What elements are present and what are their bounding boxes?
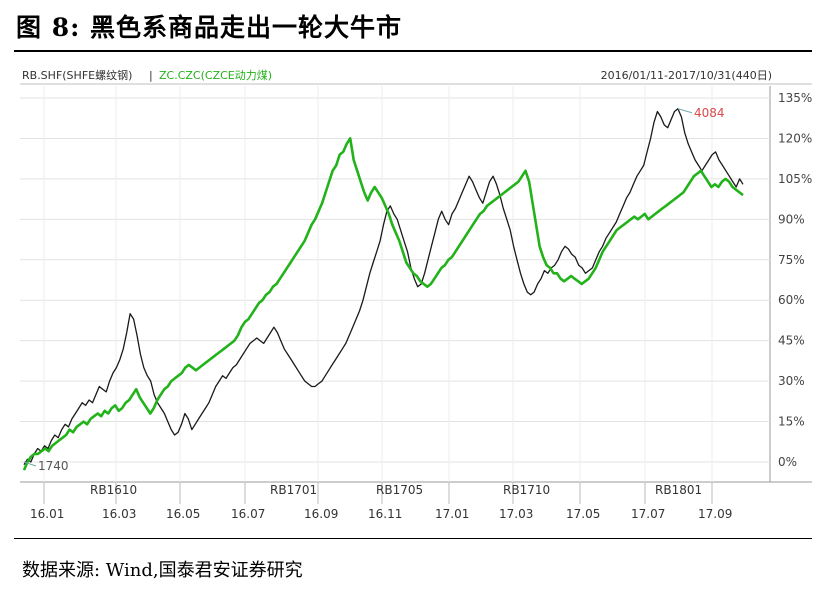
y-tick-label: 75% bbox=[778, 253, 805, 267]
y-axis-ticks: 135% 120% 105% 90% 75% 60% 45% 30% 15% 0% bbox=[778, 91, 812, 469]
y-tick-label: 45% bbox=[778, 334, 805, 348]
legend-series1: RB.SHF(SHFE螺纹钢) bbox=[22, 68, 132, 82]
x-tick-label: 17.01 bbox=[435, 507, 469, 518]
y-tick-label: 105% bbox=[778, 172, 812, 186]
gridlines bbox=[20, 86, 812, 504]
y-tick-label: 90% bbox=[778, 212, 805, 226]
line-chart: RB.SHF(SHFE螺纹钢) | ZC.CZC(CZCE动力煤) 2016/0… bbox=[20, 68, 812, 521]
contract-label: RB1801 bbox=[655, 483, 702, 497]
y-tick-label: 30% bbox=[778, 374, 805, 388]
x-tick-label: 17.07 bbox=[631, 507, 665, 518]
figure-title: 图 8: 黑色系商品走出一轮大牛市 bbox=[16, 13, 403, 42]
source-note: 数据来源: Wind,国泰君安证券研究 bbox=[22, 560, 303, 581]
y-tick-label: 0% bbox=[778, 455, 797, 469]
rb-series-line bbox=[23, 108, 744, 466]
y-tick-label: 15% bbox=[778, 415, 805, 429]
x-tick-label: 16.01 bbox=[30, 507, 64, 518]
x-tick-label: 17.03 bbox=[499, 507, 533, 518]
date-range: 2016/01/11-2017/10/31(440日) bbox=[601, 69, 772, 82]
contract-label: RB1710 bbox=[503, 483, 550, 497]
x-tick-label: 17.09 bbox=[698, 507, 732, 518]
annotations: 1740 4084 bbox=[23, 106, 725, 473]
chart-frame: RB.SHF(SHFE螺纹钢) | ZC.CZC(CZCE动力煤) 2016/0… bbox=[18, 62, 812, 521]
contract-labels: RB1610 RB1701 RB1705 RB1710 RB1801 bbox=[90, 483, 702, 497]
y-tick-label: 135% bbox=[778, 91, 812, 105]
x-tick-label: 17.05 bbox=[566, 507, 600, 518]
contract-label: RB1705 bbox=[376, 483, 423, 497]
footer-rule bbox=[14, 538, 812, 539]
contract-label: RB1610 bbox=[90, 483, 137, 497]
y-tick-label: 60% bbox=[778, 293, 805, 307]
start-value-label: 1740 bbox=[38, 459, 69, 473]
peak-leader bbox=[677, 108, 693, 114]
contract-label: RB1701 bbox=[270, 483, 317, 497]
x-tick-label: 16.05 bbox=[166, 507, 200, 518]
peak-value-label: 4084 bbox=[694, 106, 725, 120]
legend-series2: ZC.CZC(CZCE动力煤) bbox=[159, 69, 272, 82]
legend-separator: | bbox=[149, 69, 153, 82]
x-tick-label: 16.11 bbox=[368, 507, 402, 518]
x-tick-label: 16.03 bbox=[102, 507, 136, 518]
x-axis-ticks: 16.01 16.03 16.05 16.07 16.09 16.11 17.01 17.03… bbox=[30, 507, 732, 521]
y-tick-label: 120% bbox=[778, 131, 812, 145]
start-leader bbox=[23, 461, 37, 467]
x-tick-label: 16.07 bbox=[231, 507, 265, 518]
zc-series-line bbox=[22, 137, 744, 471]
title-rule bbox=[14, 50, 812, 52]
x-tick-label: 16.09 bbox=[304, 507, 338, 518]
series-lines bbox=[22, 108, 744, 471]
